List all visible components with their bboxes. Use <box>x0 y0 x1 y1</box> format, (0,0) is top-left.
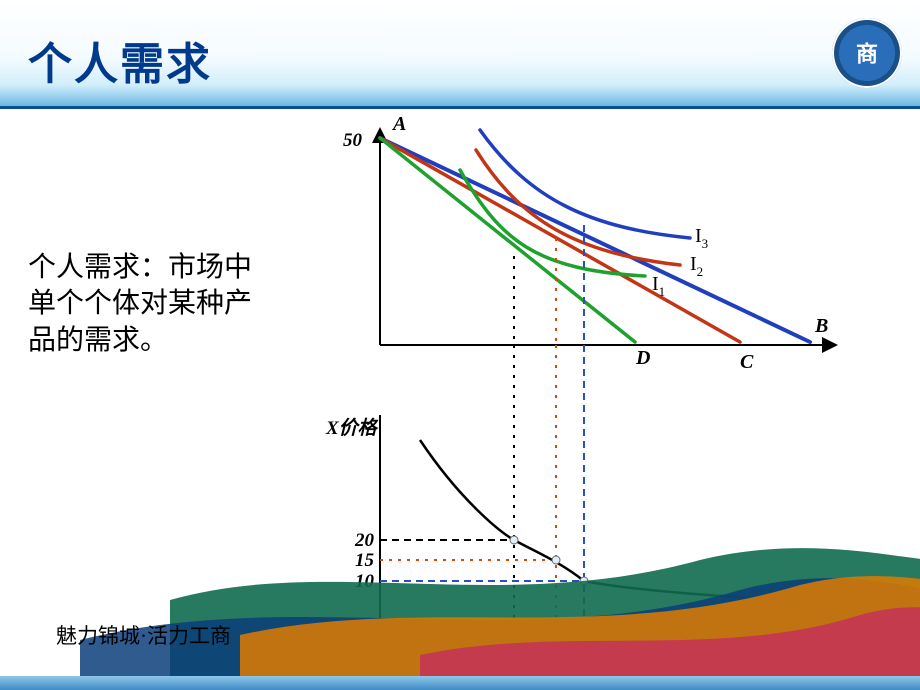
footer-slogan: 魅力锦城·活力工商 <box>56 620 231 650</box>
svg-text:I2: I2 <box>690 253 703 279</box>
page-title: 个人需求 <box>28 28 212 92</box>
svg-text:D: D <box>635 347 650 369</box>
svg-text:B: B <box>814 315 828 337</box>
svg-text:X价格: X价格 <box>325 417 379 439</box>
svg-text:A: A <box>391 113 406 135</box>
svg-text:50: 50 <box>343 130 363 151</box>
body-definition: 个人需求：市场中单个个体对某种产品的需求。 <box>28 250 258 359</box>
svg-text:I3: I3 <box>695 225 708 251</box>
svg-text:X: X <box>841 624 856 646</box>
svg-text:10: 10 <box>355 571 375 592</box>
svg-text:15: 15 <box>355 550 375 571</box>
svg-text:C: C <box>740 351 754 373</box>
svg-text:20: 20 <box>354 530 375 551</box>
economics-diagram: 50ABCDI1I2I3X价格X201510 <box>300 70 880 650</box>
bottom-band <box>0 676 920 690</box>
